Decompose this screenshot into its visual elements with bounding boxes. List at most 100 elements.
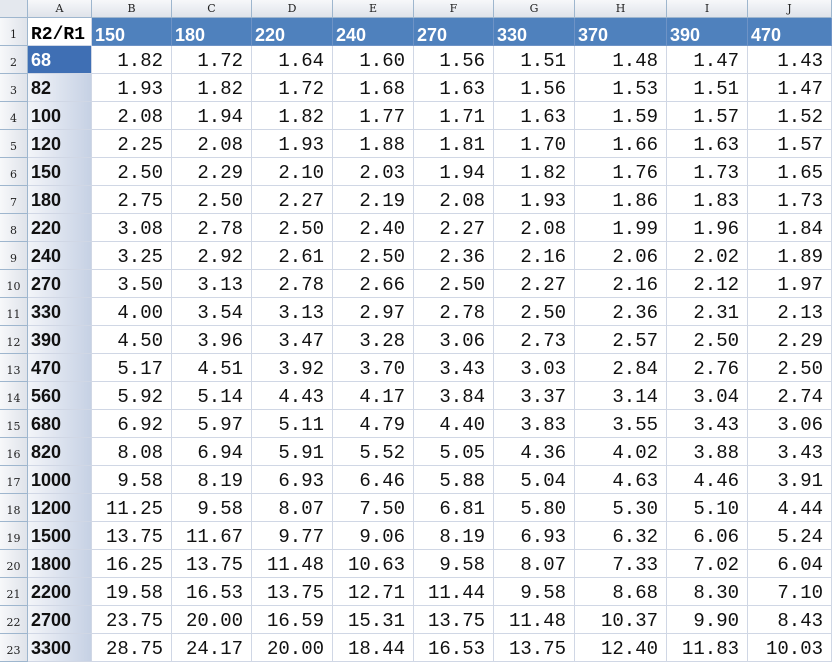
row-label-cell[interactable]: 470 bbox=[28, 354, 92, 382]
header-cell[interactable]: 150 bbox=[92, 18, 172, 46]
row-header[interactable]: 5 bbox=[0, 130, 28, 158]
row-header[interactable]: 14 bbox=[0, 382, 28, 410]
value-cell[interactable]: 1.82 bbox=[92, 46, 172, 74]
value-cell[interactable]: 2.78 bbox=[414, 298, 494, 326]
value-cell[interactable]: 1.73 bbox=[667, 158, 748, 186]
value-cell[interactable]: 3.70 bbox=[333, 354, 414, 382]
value-cell[interactable]: 7.10 bbox=[748, 578, 832, 606]
value-cell[interactable]: 2.50 bbox=[748, 354, 832, 382]
value-cell[interactable]: 9.77 bbox=[252, 522, 333, 550]
value-cell[interactable]: 6.04 bbox=[748, 550, 832, 578]
row-header[interactable]: 23 bbox=[0, 634, 28, 662]
value-cell[interactable]: 4.00 bbox=[92, 298, 172, 326]
value-cell[interactable]: 2.27 bbox=[494, 270, 575, 298]
value-cell[interactable]: 2.61 bbox=[252, 242, 333, 270]
value-cell[interactable]: 2.50 bbox=[494, 298, 575, 326]
value-cell[interactable]: 7.50 bbox=[333, 494, 414, 522]
value-cell[interactable]: 2.40 bbox=[333, 214, 414, 242]
value-cell[interactable]: 8.30 bbox=[667, 578, 748, 606]
value-cell[interactable]: 3.06 bbox=[414, 326, 494, 354]
value-cell[interactable]: 9.58 bbox=[92, 466, 172, 494]
header-cell[interactable]: 370 bbox=[575, 18, 667, 46]
value-cell[interactable]: 6.92 bbox=[92, 410, 172, 438]
column-header[interactable]: E bbox=[333, 0, 414, 18]
value-cell[interactable]: 15.31 bbox=[333, 606, 414, 634]
value-cell[interactable]: 1.83 bbox=[667, 186, 748, 214]
value-cell[interactable]: 3.06 bbox=[748, 410, 832, 438]
row-label-cell[interactable]: 150 bbox=[28, 158, 92, 186]
value-cell[interactable]: 5.05 bbox=[414, 438, 494, 466]
value-cell[interactable]: 2.92 bbox=[172, 242, 252, 270]
value-cell[interactable]: 2.50 bbox=[333, 242, 414, 270]
value-cell[interactable]: 1.93 bbox=[92, 74, 172, 102]
value-cell[interactable]: 5.17 bbox=[92, 354, 172, 382]
column-header[interactable]: G bbox=[494, 0, 575, 18]
row-header[interactable]: 13 bbox=[0, 354, 28, 382]
value-cell[interactable]: 5.52 bbox=[333, 438, 414, 466]
value-cell[interactable]: 11.48 bbox=[252, 550, 333, 578]
value-cell[interactable]: 6.81 bbox=[414, 494, 494, 522]
row-header[interactable]: 22 bbox=[0, 606, 28, 634]
value-cell[interactable]: 8.68 bbox=[575, 578, 667, 606]
row-header[interactable]: 6 bbox=[0, 158, 28, 186]
value-cell[interactable]: 2.25 bbox=[92, 130, 172, 158]
value-cell[interactable]: 4.79 bbox=[333, 410, 414, 438]
row-header[interactable]: 20 bbox=[0, 550, 28, 578]
row-header[interactable]: 3 bbox=[0, 74, 28, 102]
value-cell[interactable]: 1.88 bbox=[333, 130, 414, 158]
value-cell[interactable]: 4.36 bbox=[494, 438, 575, 466]
header-cell[interactable]: 270 bbox=[414, 18, 494, 46]
column-header[interactable]: F bbox=[414, 0, 494, 18]
value-cell[interactable]: 1.68 bbox=[333, 74, 414, 102]
value-cell[interactable]: 3.13 bbox=[252, 298, 333, 326]
value-cell[interactable]: 3.37 bbox=[494, 382, 575, 410]
value-cell[interactable]: 1.71 bbox=[414, 102, 494, 130]
value-cell[interactable]: 1.60 bbox=[333, 46, 414, 74]
row-label-cell[interactable]: 1200 bbox=[28, 494, 92, 522]
value-cell[interactable]: 4.40 bbox=[414, 410, 494, 438]
value-cell[interactable]: 1.64 bbox=[252, 46, 333, 74]
value-cell[interactable]: 5.80 bbox=[494, 494, 575, 522]
value-cell[interactable]: 1.82 bbox=[252, 102, 333, 130]
row-label-cell[interactable]: 820 bbox=[28, 438, 92, 466]
row-label-cell[interactable]: 3300 bbox=[28, 634, 92, 662]
value-cell[interactable]: 9.58 bbox=[414, 550, 494, 578]
value-cell[interactable]: 5.04 bbox=[494, 466, 575, 494]
value-cell[interactable]: 2.76 bbox=[667, 354, 748, 382]
row-label-cell[interactable]: 120 bbox=[28, 130, 92, 158]
value-cell[interactable]: 3.25 bbox=[92, 242, 172, 270]
row-label-cell[interactable]: 220 bbox=[28, 214, 92, 242]
value-cell[interactable]: 1.72 bbox=[172, 46, 252, 74]
row-header[interactable]: 12 bbox=[0, 326, 28, 354]
value-cell[interactable]: 3.43 bbox=[414, 354, 494, 382]
value-cell[interactable]: 1.97 bbox=[748, 270, 832, 298]
value-cell[interactable]: 5.88 bbox=[414, 466, 494, 494]
row-label-cell[interactable]: 2700 bbox=[28, 606, 92, 634]
value-cell[interactable]: 4.50 bbox=[92, 326, 172, 354]
value-cell[interactable]: 1.94 bbox=[172, 102, 252, 130]
row-label-cell[interactable]: 270 bbox=[28, 270, 92, 298]
value-cell[interactable]: 8.07 bbox=[494, 550, 575, 578]
value-cell[interactable]: 10.37 bbox=[575, 606, 667, 634]
value-cell[interactable]: 8.08 bbox=[92, 438, 172, 466]
value-cell[interactable]: 5.92 bbox=[92, 382, 172, 410]
value-cell[interactable]: 1.57 bbox=[667, 102, 748, 130]
value-cell[interactable]: 2.19 bbox=[333, 186, 414, 214]
column-header[interactable]: A bbox=[28, 0, 92, 18]
value-cell[interactable]: 1.63 bbox=[667, 130, 748, 158]
value-cell[interactable]: 2.97 bbox=[333, 298, 414, 326]
value-cell[interactable]: 3.13 bbox=[172, 270, 252, 298]
value-cell[interactable]: 7.33 bbox=[575, 550, 667, 578]
value-cell[interactable]: 3.54 bbox=[172, 298, 252, 326]
value-cell[interactable]: 9.58 bbox=[172, 494, 252, 522]
row-header[interactable]: 15 bbox=[0, 410, 28, 438]
value-cell[interactable]: 1.65 bbox=[748, 158, 832, 186]
value-cell[interactable]: 11.44 bbox=[414, 578, 494, 606]
value-cell[interactable]: 5.14 bbox=[172, 382, 252, 410]
value-cell[interactable]: 23.75 bbox=[92, 606, 172, 634]
row-label-cell[interactable]: 560 bbox=[28, 382, 92, 410]
row-header[interactable]: 18 bbox=[0, 494, 28, 522]
value-cell[interactable]: 10.03 bbox=[748, 634, 832, 662]
value-cell[interactable]: 1.63 bbox=[414, 74, 494, 102]
value-cell[interactable]: 1.48 bbox=[575, 46, 667, 74]
